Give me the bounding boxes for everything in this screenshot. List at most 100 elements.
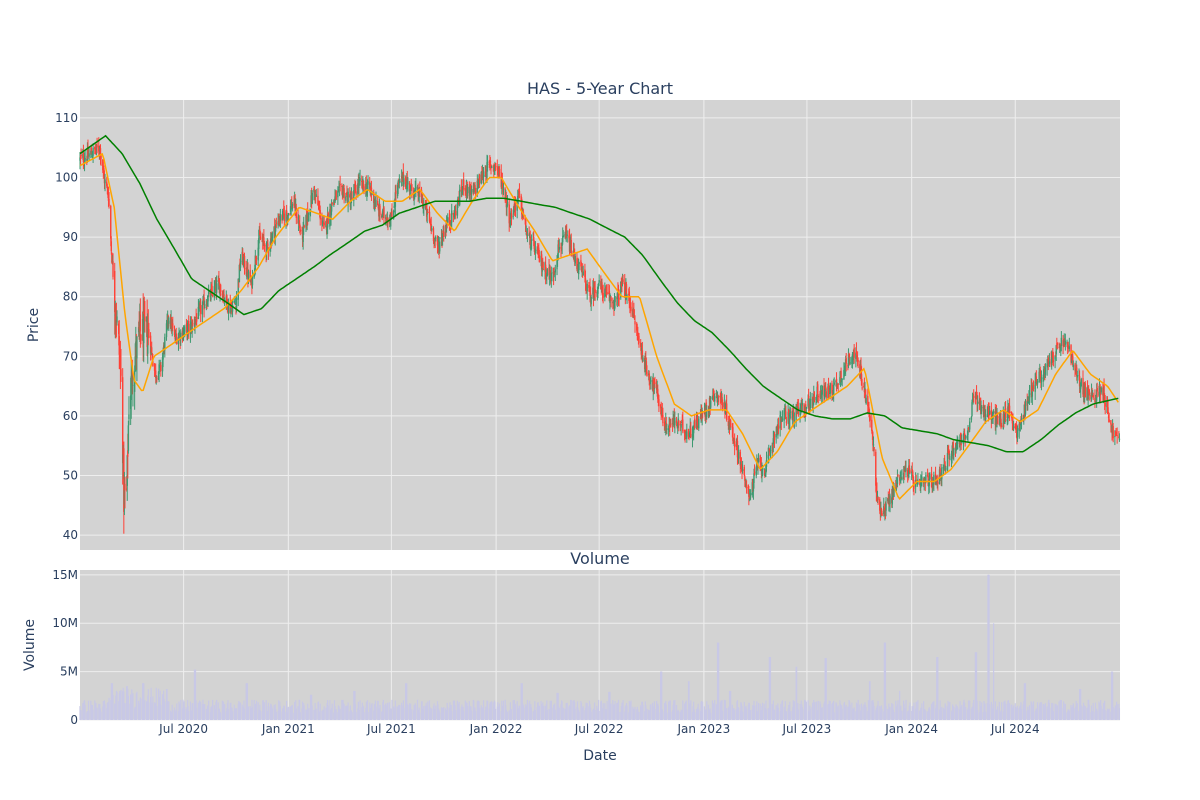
candle-down	[1116, 435, 1118, 437]
candle-up	[550, 272, 553, 281]
candle-down	[657, 388, 659, 399]
volume-bar	[929, 709, 931, 720]
candle-up	[186, 325, 189, 337]
candle-up	[199, 304, 201, 306]
volume-bar	[196, 707, 198, 720]
volume-bar	[1020, 709, 1023, 720]
volume-bar	[873, 706, 875, 720]
volume-bar	[807, 700, 809, 720]
candle-up	[126, 455, 128, 486]
candle-up	[983, 411, 985, 414]
candle-up	[562, 235, 564, 238]
candle-down	[110, 241, 113, 252]
volume-bar	[223, 704, 226, 720]
volume-bar	[395, 706, 397, 720]
volume-bar	[721, 700, 723, 720]
candle-up	[307, 212, 309, 222]
candle-up	[896, 477, 899, 484]
candle-down	[659, 404, 662, 409]
candle-up	[396, 185, 399, 196]
candle-down	[143, 312, 146, 315]
candle-down	[570, 240, 572, 256]
volume-bar	[857, 699, 859, 720]
candle-up	[423, 204, 425, 208]
volume-bar	[1028, 705, 1031, 720]
candle-up	[764, 473, 767, 475]
candle-up	[1114, 436, 1116, 438]
candle-down	[828, 391, 830, 393]
candle-up	[1076, 375, 1079, 378]
volume-bar	[650, 704, 652, 720]
candle-down	[1056, 342, 1059, 346]
candle-up	[999, 418, 1001, 424]
candle-up	[809, 398, 812, 409]
candle-up	[565, 233, 567, 235]
candle-down	[638, 335, 640, 344]
volume-bar	[155, 687, 157, 720]
candle-down	[156, 378, 158, 380]
candle-down	[825, 386, 827, 390]
candle-up	[486, 163, 489, 165]
candle-down	[521, 199, 523, 215]
volume-bar	[1031, 702, 1033, 720]
volume-y-tick-label: 5M	[60, 665, 78, 679]
volume-bar	[792, 700, 794, 720]
candle-down	[594, 289, 596, 293]
candle-down	[896, 483, 898, 485]
candle-up	[885, 503, 887, 511]
candle-down	[494, 162, 497, 168]
candle-up	[490, 167, 493, 169]
candle-down	[148, 329, 150, 338]
candle-up	[821, 386, 823, 395]
volume-bar	[574, 708, 576, 720]
candle-up	[158, 364, 160, 375]
candle-up	[1050, 358, 1053, 364]
candle-down	[404, 177, 407, 188]
x-axis-label: Date	[583, 748, 616, 764]
candle-down	[845, 358, 847, 364]
candle-down	[542, 269, 545, 271]
candle-up	[597, 285, 600, 287]
candle-up	[598, 280, 600, 283]
candle-down	[314, 190, 317, 196]
candle-up	[971, 402, 973, 417]
volume-bar	[901, 710, 903, 720]
candle-up	[198, 306, 200, 310]
candle-up	[1018, 423, 1020, 431]
candle-up	[872, 444, 875, 446]
candle-down	[118, 336, 120, 355]
volume-bar	[843, 701, 846, 720]
volume-bar	[303, 705, 305, 720]
candle-up	[203, 307, 206, 309]
candle-up	[394, 192, 397, 207]
volume-bar	[602, 703, 604, 720]
candle-up	[801, 403, 804, 406]
candle-up	[266, 242, 268, 244]
candle-down	[797, 403, 799, 407]
volume-bar	[243, 708, 246, 720]
candle-down	[658, 399, 660, 407]
volume-bar	[239, 702, 242, 720]
candle-down	[860, 364, 862, 374]
candle-up	[556, 260, 558, 270]
candle-down	[670, 424, 672, 426]
candle-down	[263, 244, 266, 247]
candle-down	[417, 187, 419, 196]
candle-down	[513, 203, 516, 208]
candle-down	[1107, 415, 1110, 419]
volume-bar	[259, 710, 262, 720]
volume-bar	[917, 700, 919, 720]
candle-up	[178, 333, 181, 338]
candle-up	[337, 189, 340, 192]
candle-up	[1024, 401, 1027, 415]
price-y-tick-label: 60	[63, 409, 78, 423]
volume-bar	[937, 657, 939, 720]
candle-down	[694, 418, 696, 429]
candle-down	[1099, 384, 1101, 386]
candle-down	[152, 361, 154, 366]
volume-bar	[769, 657, 772, 720]
volume-bar	[726, 708, 728, 720]
candle-down	[737, 458, 739, 460]
candle-down	[469, 183, 472, 189]
volume-bar	[148, 702, 150, 720]
